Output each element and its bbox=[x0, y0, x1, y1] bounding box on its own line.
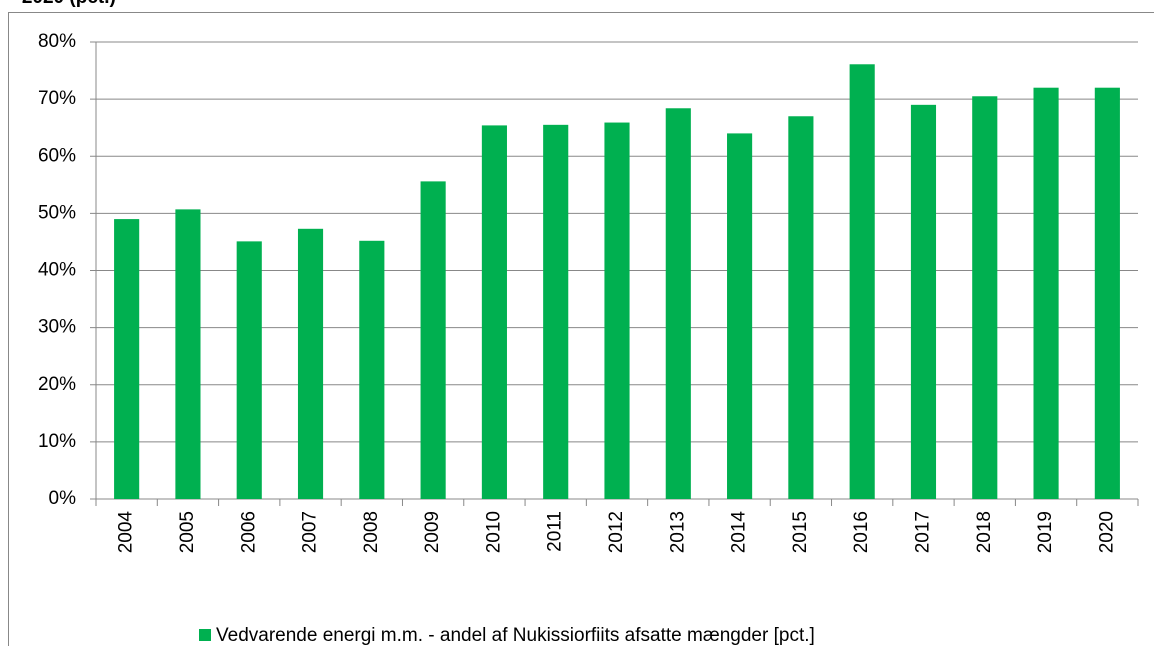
x-tick-label: 2010 bbox=[483, 511, 504, 553]
y-tick-label: 10% bbox=[38, 431, 76, 452]
y-tick-label: 30% bbox=[38, 317, 76, 338]
x-tick-label: 2013 bbox=[667, 511, 688, 553]
bar bbox=[972, 96, 998, 500]
y-tick-label: 40% bbox=[38, 260, 76, 281]
x-tick-label: 2015 bbox=[790, 511, 811, 553]
y-tick-label: 60% bbox=[38, 145, 76, 166]
x-tick-label: 2004 bbox=[116, 511, 137, 554]
x-tick-label: 2009 bbox=[422, 511, 443, 553]
x-tick-label: 2014 bbox=[729, 511, 750, 554]
bar bbox=[665, 108, 691, 499]
x-tick-label: 2008 bbox=[361, 511, 382, 553]
x-tick-label: 2007 bbox=[300, 511, 321, 553]
bar bbox=[1094, 87, 1120, 499]
bar bbox=[236, 241, 262, 499]
chart-title: – 2020 (pct.) bbox=[6, 0, 116, 8]
x-tick-label: 2006 bbox=[238, 511, 259, 553]
x-tick-label: 2011 bbox=[545, 511, 566, 552]
y-tick-label: 20% bbox=[38, 374, 76, 395]
bar bbox=[297, 228, 324, 499]
x-tick-label: 2012 bbox=[606, 511, 627, 553]
x-tick-label: 2016 bbox=[851, 511, 872, 553]
x-tick-label: 2018 bbox=[974, 511, 995, 553]
y-tick-label: 50% bbox=[38, 202, 76, 223]
chart-frame bbox=[8, 12, 1154, 646]
legend-swatch bbox=[199, 629, 211, 641]
x-tick-label: 2020 bbox=[1096, 511, 1117, 553]
y-tick-label: 0% bbox=[49, 488, 77, 509]
bar bbox=[1033, 87, 1059, 499]
title-backdrop bbox=[0, 0, 170, 12]
bar bbox=[788, 116, 814, 499]
bar bbox=[114, 219, 140, 499]
bar bbox=[543, 124, 569, 500]
x-tick-label: 2019 bbox=[1035, 511, 1056, 553]
bar bbox=[481, 125, 507, 499]
bar bbox=[727, 133, 753, 499]
bar bbox=[849, 64, 875, 499]
bar bbox=[604, 122, 630, 499]
y-tick-label: 80% bbox=[38, 31, 76, 52]
bar bbox=[359, 240, 385, 500]
y-tick-label: 70% bbox=[38, 88, 76, 109]
legend-label: Vedvarende energi m.m. - andel af Nukiss… bbox=[216, 625, 815, 646]
bar bbox=[420, 181, 446, 499]
x-tick-label: 2017 bbox=[912, 511, 933, 553]
x-tick-label: 2005 bbox=[177, 511, 198, 553]
bar bbox=[175, 209, 201, 499]
bar bbox=[910, 104, 937, 500]
